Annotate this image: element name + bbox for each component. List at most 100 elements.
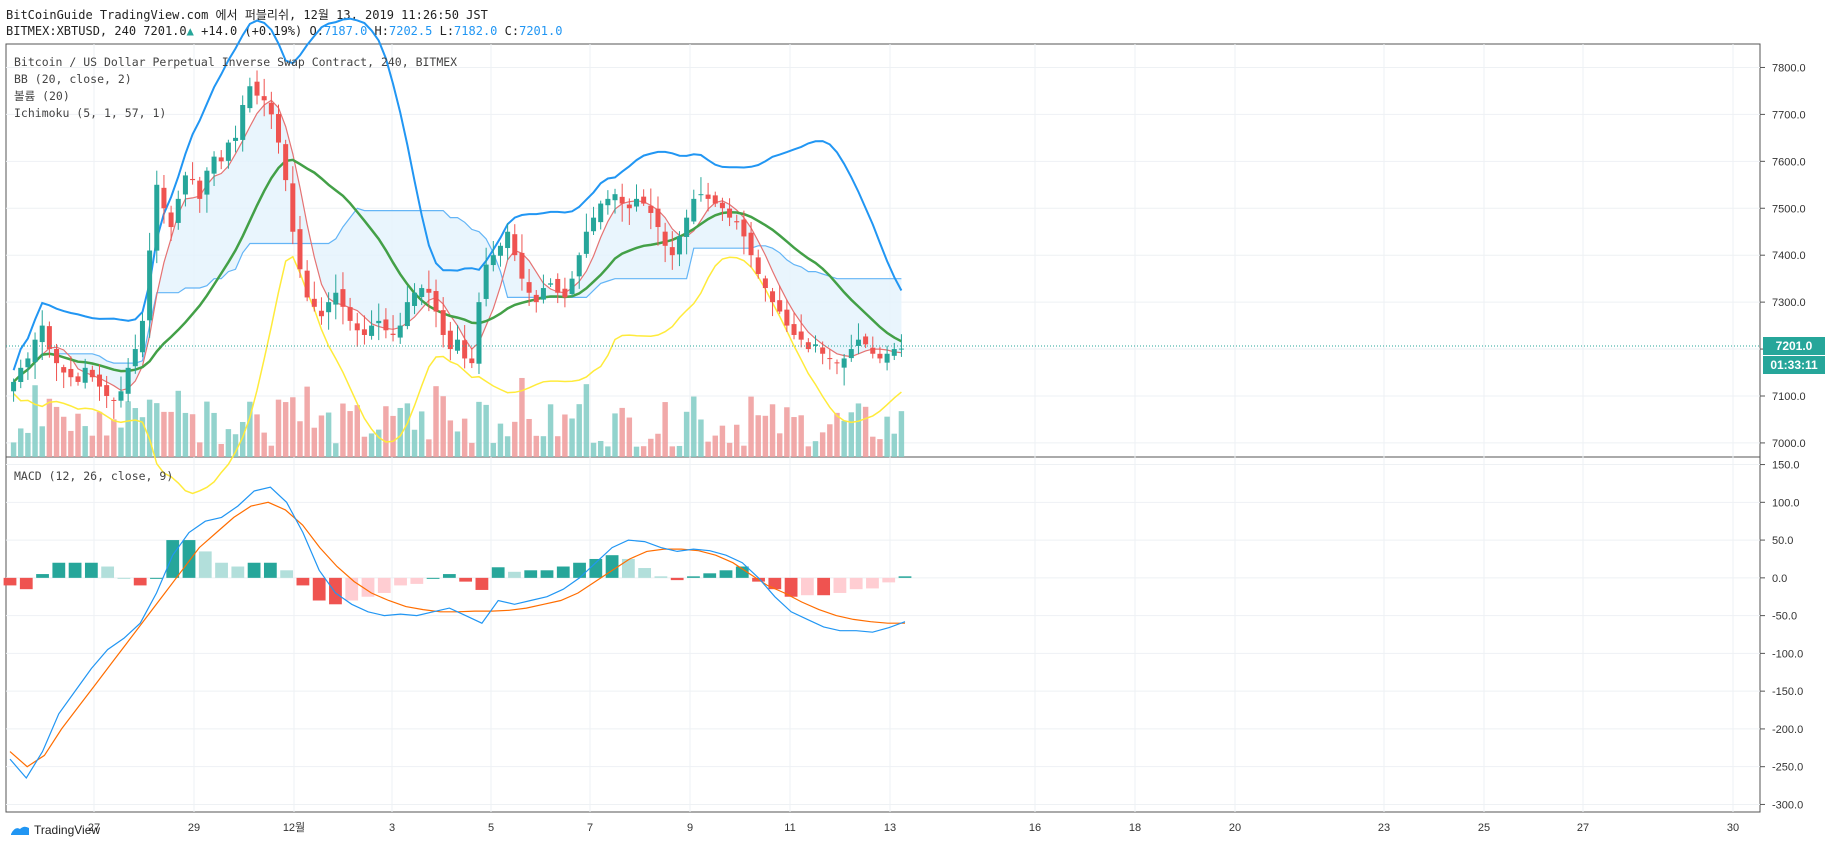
candle-body <box>562 288 568 298</box>
candle-body <box>447 330 453 350</box>
macd-histogram-bar <box>19 577 33 590</box>
candle-body <box>161 187 167 209</box>
candle-body <box>555 278 561 293</box>
volume-bar <box>175 390 181 457</box>
high-value: 7202.5 <box>389 24 433 38</box>
macd-histogram-bar <box>280 570 294 578</box>
macd-histogram-bar <box>166 540 180 578</box>
candle-body <box>404 302 410 327</box>
candle-body <box>340 289 346 307</box>
macd-histogram-bar <box>198 551 212 578</box>
candle-body <box>655 208 661 228</box>
candle-body <box>268 102 274 115</box>
macd-histogram-bar <box>475 577 489 590</box>
candle-body <box>870 347 876 354</box>
volume-bar <box>569 418 575 457</box>
volume-bar <box>791 417 797 457</box>
tradingview-logo-icon <box>11 826 29 835</box>
candle-body <box>25 358 31 368</box>
volume-bar <box>547 404 554 457</box>
macd-histogram-bar <box>638 568 652 578</box>
volume-bar <box>605 446 611 457</box>
candle-body <box>583 231 589 254</box>
bb-basis <box>12 158 902 383</box>
x-tick: 13 <box>884 822 896 834</box>
volume-bar <box>254 414 260 457</box>
macd-histogram-bar <box>491 567 505 578</box>
candle-body <box>855 339 861 346</box>
ohlc-line: BITMEX:XBTUSD, 240 7201.0▲ +14.0 (+0.19%… <box>6 24 562 38</box>
macd-histogram-bar <box>866 577 879 589</box>
volume-bar <box>676 445 683 457</box>
volume-bar <box>247 401 253 457</box>
y-tick-macd: -50.0 <box>1772 611 1797 623</box>
candle-body <box>304 270 310 298</box>
close-label: C: <box>504 24 520 38</box>
x-tick: 18 <box>1129 822 1141 834</box>
macd-histogram-bar <box>361 577 375 597</box>
volume-bar <box>318 415 325 457</box>
candle-body <box>18 367 24 382</box>
candle-body <box>784 309 790 326</box>
candle-body <box>848 349 854 359</box>
candle-body <box>369 325 375 336</box>
macd-histogram-bar <box>817 577 831 596</box>
candle-body <box>505 231 511 249</box>
volume-bar <box>812 441 819 457</box>
candle-body <box>311 298 317 307</box>
candle-body <box>891 349 897 356</box>
candle-body <box>684 217 690 237</box>
candle-body <box>111 399 117 401</box>
candle-body <box>884 353 890 363</box>
volume-bar <box>891 433 897 457</box>
volume-bar <box>182 412 189 457</box>
y-tick-main: 7700.0 <box>1772 109 1806 121</box>
macd-histogram-bar <box>605 555 619 578</box>
x-tick: 3 <box>389 822 395 834</box>
volume-bar <box>361 436 368 457</box>
macd-histogram-bar <box>442 574 456 578</box>
bb-label: BB (20, close, 2) <box>14 72 132 86</box>
candle-body <box>290 183 296 232</box>
macd-histogram-bar <box>231 566 245 578</box>
candle-body <box>118 391 124 401</box>
candle-body <box>519 252 525 279</box>
candle-body <box>261 96 267 101</box>
y-tick-macd: 150.0 <box>1772 460 1800 472</box>
volume-bar <box>75 413 81 457</box>
volume-bar <box>877 439 883 457</box>
macd-histogram-bar <box>394 577 407 586</box>
candle-body <box>490 255 496 266</box>
macd-histogram-bar <box>719 570 733 578</box>
volume-bar <box>705 441 711 457</box>
volume-bar <box>18 428 24 457</box>
volume-bar <box>225 429 232 457</box>
volume-bar <box>827 424 833 457</box>
candle-body <box>705 194 711 199</box>
candle-body <box>139 320 145 353</box>
volume-bar <box>53 406 60 457</box>
y-tick-macd: -150.0 <box>1772 686 1803 698</box>
candle-body <box>275 113 282 143</box>
macd-line <box>9 486 906 780</box>
volume-bar <box>648 438 654 457</box>
volume-bar <box>762 415 769 457</box>
volume-bar <box>139 417 146 457</box>
volume-bar <box>426 439 432 457</box>
macd-histogram-bar <box>703 573 717 578</box>
volume-bar <box>662 402 668 457</box>
candle-body <box>96 374 103 387</box>
volume-bar <box>741 445 747 457</box>
volume-bar <box>526 418 532 457</box>
candle-body <box>777 300 783 312</box>
volume-bar <box>683 411 690 457</box>
volume-bar <box>633 446 640 457</box>
candle-body <box>46 326 52 350</box>
volume-bar <box>576 404 582 457</box>
candle-body <box>619 196 625 204</box>
x-tick: 11 <box>784 822 795 834</box>
x-tick: 23 <box>1378 822 1390 834</box>
candle-body <box>497 245 503 256</box>
ichimoku-cloud <box>13 100 902 391</box>
